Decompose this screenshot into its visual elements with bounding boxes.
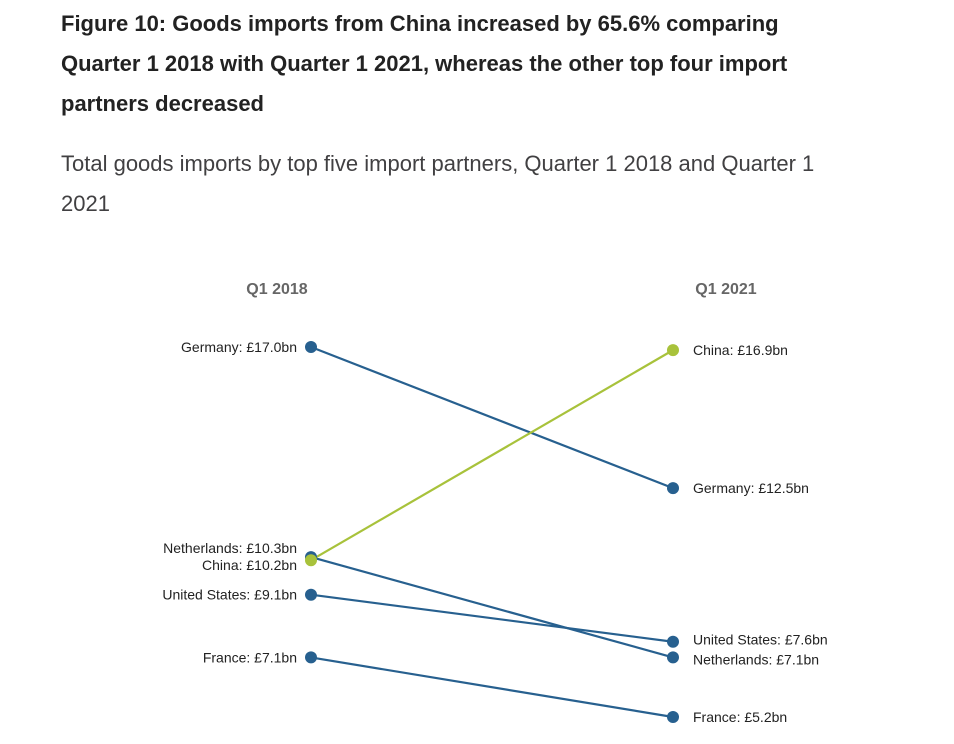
data-label-france-q1-2021: France: £5.2bn bbox=[693, 709, 787, 725]
column-header-q1-2021: Q1 2021 bbox=[695, 281, 756, 298]
data-point-united-states-q1-2021 bbox=[667, 635, 679, 648]
data-label-germany-q1-2018: Germany: £17.0bn bbox=[181, 339, 297, 355]
chart-title: Figure 10: Goods imports from China incr… bbox=[61, 11, 788, 116]
data-label-netherlands-q1-2018: Netherlands: £10.3bn bbox=[163, 540, 297, 556]
data-point-united-states-q1-2018 bbox=[305, 588, 317, 601]
data-point-france-q1-2018 bbox=[305, 651, 317, 664]
series-lines bbox=[310, 345, 674, 719]
data-label-germany-q1-2021: Germany: £12.5bn bbox=[693, 480, 809, 496]
point-labels: Germany: £17.0bn Germany: £12.5bn Netherla… bbox=[162, 339, 827, 725]
data-point-germany-q1-2018 bbox=[305, 341, 317, 353]
data-point-germany-q1-2021 bbox=[667, 482, 679, 495]
data-point-netherlands-q1-2021 bbox=[667, 651, 679, 664]
data-label-united-states-q1-2021: United States: £7.6bn bbox=[693, 632, 828, 648]
data-label-france-q1-2018: France: £7.1bn bbox=[203, 649, 297, 665]
series-line-china bbox=[310, 349, 674, 562]
data-label-china-q1-2021: China: £16.9bn bbox=[693, 342, 788, 358]
data-point-china-q1-2018 bbox=[305, 554, 317, 567]
series-line-germany bbox=[310, 345, 674, 490]
series-line-united-states bbox=[310, 593, 674, 643]
series-line-netherlands bbox=[310, 556, 674, 659]
series-points bbox=[305, 341, 679, 723]
column-header-q1-2018: Q1 2018 bbox=[246, 281, 307, 298]
data-label-netherlands-q1-2021: Netherlands: £7.1bn bbox=[693, 651, 819, 667]
data-point-france-q1-2021 bbox=[667, 711, 679, 723]
data-label-china-q1-2018: China: £10.2bn bbox=[202, 557, 297, 573]
series-line-france bbox=[310, 656, 674, 719]
data-point-china-q1-2021 bbox=[667, 344, 679, 357]
chart-subtitle: Total goods imports by top five import p… bbox=[61, 151, 815, 216]
data-label-united-states-q1-2018: United States: £9.1bn bbox=[162, 587, 297, 603]
